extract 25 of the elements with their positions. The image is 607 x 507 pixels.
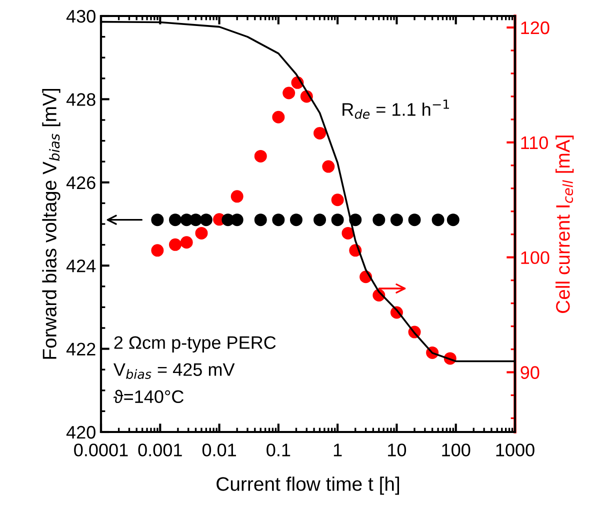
x-tick-label: 0.01	[202, 444, 236, 456]
y2-axis-title: Cell current I$_{cell}$ [mA]	[556, 136, 574, 313]
y-tick-label: 430	[66, 10, 96, 23]
y-tick-label: 420	[66, 426, 96, 439]
y2-tick-label: 110	[521, 136, 548, 150]
y-tick-label: 428	[66, 93, 96, 106]
x-tick-label: 0.001	[138, 444, 182, 456]
y-tick-label: 422	[66, 342, 96, 356]
annotation: V$_{bias}$ = 425 mV	[114, 363, 235, 379]
y2-tick-label: 120	[521, 21, 550, 34]
annotation: ϑ=140°C	[114, 390, 184, 404]
x-tick-label: 0.0001	[74, 444, 128, 456]
x-axis-title: Current flow time t [h]	[216, 476, 400, 495]
y2-tick-label: 100	[521, 251, 550, 264]
annotation: 2 Ωcm p-type PERC	[114, 336, 276, 353]
x-tick-label: 1	[334, 444, 342, 456]
x-tick-label: 1000	[496, 444, 534, 456]
annotation: R$_{de}$ = 1.1 h$^{−1}$	[342, 100, 449, 119]
y-axis-title: Forward bias voltage V$_{bias}$ [mV]	[42, 88, 60, 359]
x-tick-label: 100	[442, 444, 470, 456]
y2-tick-label: 90	[520, 366, 540, 379]
x-tick-label: 10	[388, 444, 406, 456]
y-tick-label: 426	[66, 176, 96, 190]
x-tick-label: 0.1	[266, 444, 290, 456]
y-tick-label: 424	[66, 260, 96, 272]
